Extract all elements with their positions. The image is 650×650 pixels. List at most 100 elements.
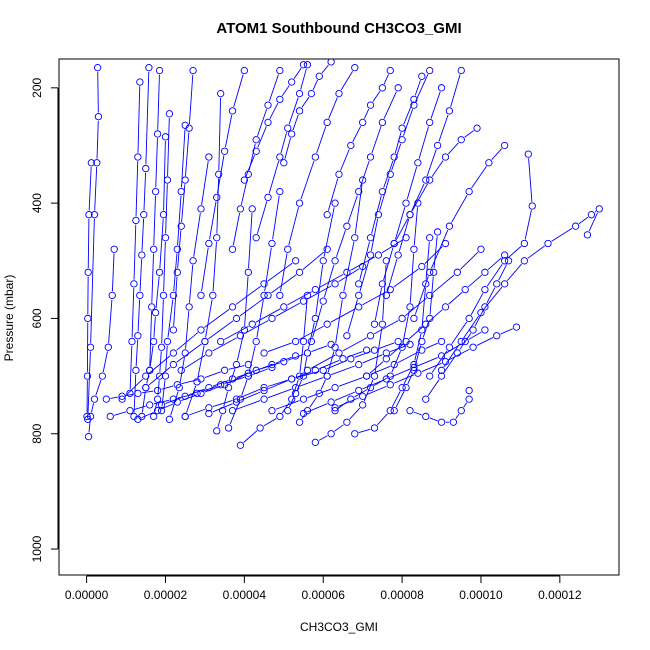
data-point: [276, 66, 284, 75]
series-segment: [218, 97, 222, 171]
series-segment: [299, 345, 304, 372]
data-point: [457, 66, 465, 75]
profile-series: [228, 340, 414, 415]
data-point: [299, 409, 308, 418]
series-segment: [287, 291, 312, 306]
data-point: [264, 291, 272, 300]
series-segment: [149, 345, 154, 367]
series-segment: [359, 241, 370, 280]
series-segment: [426, 149, 437, 177]
data-point: [197, 291, 205, 300]
series-segment: [244, 276, 249, 326]
data-point: [252, 337, 260, 346]
data-point: [327, 59, 335, 66]
series-segment: [470, 293, 484, 315]
y-axis-label: Pressure (mbar): [2, 275, 16, 362]
series-segment: [307, 388, 332, 399]
profile-series: [311, 257, 390, 447]
series-segment: [338, 397, 359, 407]
series-segment: [424, 246, 443, 264]
data-point: [130, 280, 138, 288]
series-segment: [299, 377, 324, 387]
series-segment: [173, 253, 178, 292]
data-point: [445, 222, 454, 230]
data-point: [157, 401, 166, 409]
series-segment: [161, 385, 174, 390]
data-point: [481, 268, 489, 276]
data-point: [366, 251, 375, 259]
series-segment: [97, 71, 99, 113]
data-point: [378, 84, 387, 92]
data-point: [331, 257, 339, 265]
series-segment: [411, 183, 429, 212]
data-point: [359, 392, 367, 400]
series-segment: [369, 361, 384, 374]
data-point: [457, 407, 465, 415]
data-point: [93, 159, 101, 167]
series-segment: [185, 132, 190, 176]
data-point: [398, 124, 406, 132]
data-point: [163, 337, 172, 346]
data-point: [220, 147, 229, 155]
data-point: [161, 372, 170, 380]
data-point: [146, 401, 154, 409]
data-point: [83, 372, 92, 380]
data-point: [213, 427, 221, 435]
data-point: [260, 386, 268, 395]
series-segment: [359, 160, 370, 188]
series-segment: [387, 258, 398, 292]
series-segment: [330, 365, 355, 376]
data-point: [426, 234, 434, 242]
data-point: [441, 153, 450, 161]
data-point: [205, 349, 213, 357]
series-segment: [338, 377, 363, 387]
data-point: [410, 245, 418, 253]
y-tick-label: 200: [30, 77, 44, 97]
series-segment: [335, 230, 346, 257]
data-point: [402, 383, 410, 392]
data-point: [500, 280, 509, 288]
series-segment: [90, 218, 95, 344]
series-segment: [320, 379, 326, 390]
data-point: [134, 389, 142, 398]
profile-series: [149, 110, 174, 421]
data-point: [437, 337, 446, 346]
series-segment: [280, 132, 288, 154]
series-segment: [167, 117, 170, 176]
series-segment: [450, 74, 461, 107]
series-segment: [430, 91, 441, 119]
series-segment: [263, 418, 277, 427]
data-point: [426, 268, 434, 276]
data-point: [390, 239, 398, 248]
series-segment: [223, 391, 228, 407]
data-point: [394, 251, 402, 259]
data-point: [378, 118, 387, 127]
series-segment: [243, 430, 258, 443]
series-segment: [248, 213, 253, 269]
data-point: [228, 107, 237, 115]
series-segment: [181, 379, 197, 385]
series-segment: [429, 276, 434, 315]
series-segment: [486, 287, 496, 304]
data-point: [104, 343, 112, 351]
data-point: [445, 343, 454, 351]
data-point: [382, 349, 390, 357]
data-point: [331, 199, 339, 207]
series-segment: [163, 241, 166, 292]
series-segment: [578, 216, 589, 225]
series-segment: [391, 391, 401, 408]
series-segment: [135, 161, 139, 217]
data-point: [177, 222, 185, 230]
data-point: [402, 199, 410, 207]
data-point: [335, 349, 343, 357]
series-segment: [330, 308, 356, 323]
data-point: [215, 170, 223, 178]
series-segment: [414, 80, 421, 96]
series-segment: [301, 96, 310, 108]
series-segment: [159, 218, 164, 269]
data-point: [213, 234, 221, 242]
series-segment: [212, 241, 217, 292]
data-point: [465, 386, 473, 395]
series-segment: [463, 402, 468, 408]
profile-series: [426, 150, 536, 380]
